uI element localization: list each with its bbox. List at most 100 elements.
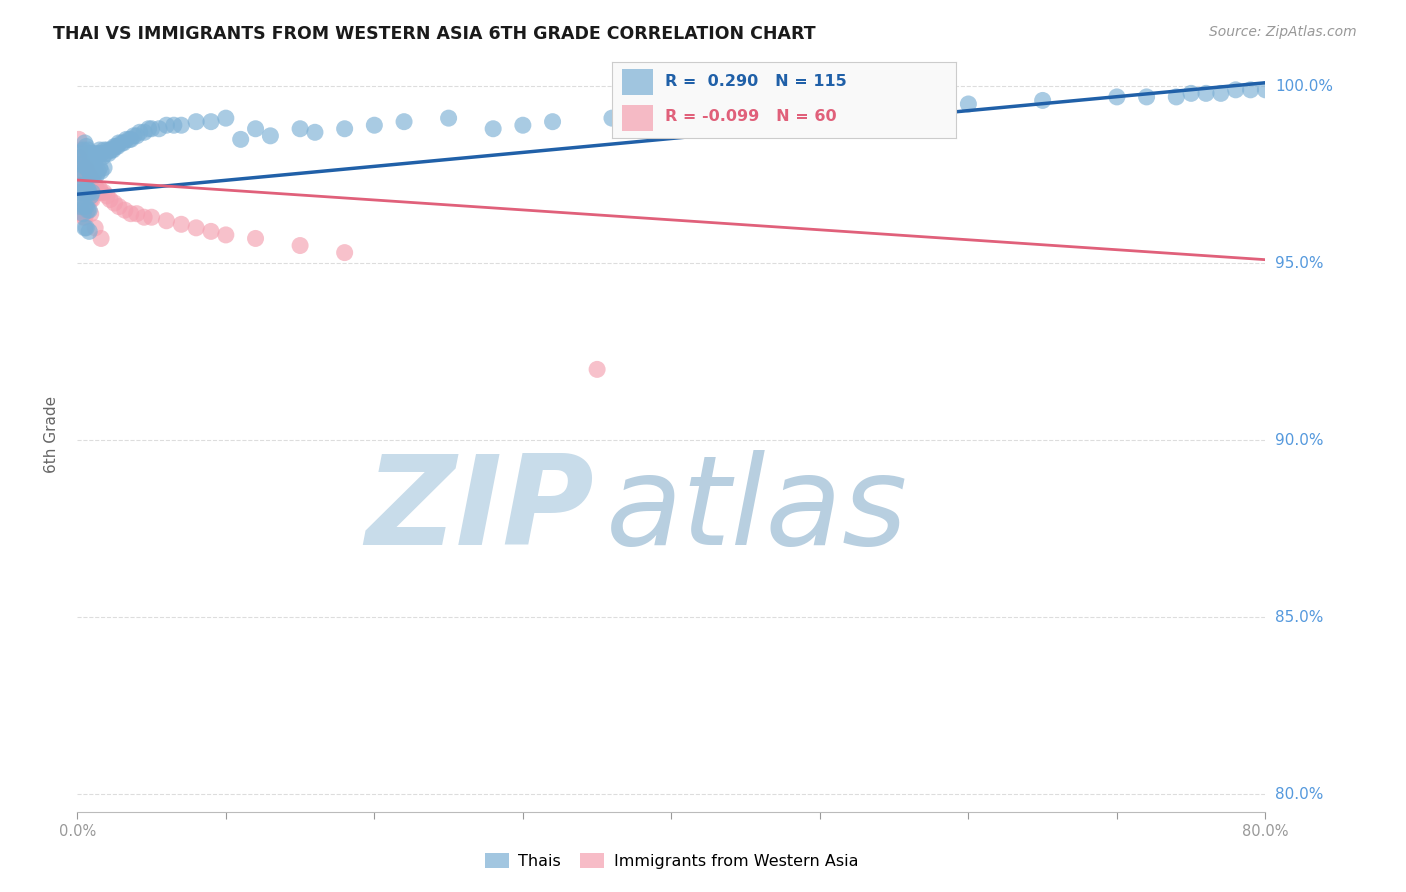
Point <box>170 217 193 231</box>
Point <box>115 132 138 146</box>
Point <box>93 186 115 200</box>
Point <box>86 150 108 164</box>
Point <box>482 121 505 136</box>
Point <box>73 157 96 171</box>
Point <box>84 220 107 235</box>
Point <box>114 203 136 218</box>
Point <box>170 118 193 132</box>
Point <box>73 178 96 193</box>
Point <box>103 139 125 153</box>
Point <box>73 200 96 214</box>
Point <box>186 220 208 235</box>
Point <box>69 143 91 157</box>
Point <box>87 164 110 178</box>
Point <box>134 211 156 225</box>
Point <box>600 111 623 125</box>
Point <box>69 178 91 193</box>
Point <box>75 182 97 196</box>
Point <box>67 132 90 146</box>
Point <box>112 136 135 150</box>
Point <box>70 150 93 164</box>
Point <box>82 193 104 207</box>
Point <box>73 220 96 235</box>
Point <box>69 178 91 193</box>
Point <box>1358 79 1381 94</box>
Point <box>76 203 98 218</box>
Point <box>73 178 96 193</box>
Point <box>122 128 145 143</box>
Point <box>100 143 122 157</box>
Point <box>1032 94 1054 108</box>
Point <box>70 193 93 207</box>
Text: 100.0%: 100.0% <box>1275 78 1333 94</box>
Point <box>1135 90 1157 104</box>
Point <box>304 125 326 139</box>
Text: R =  0.290   N = 115: R = 0.290 N = 115 <box>665 74 846 89</box>
Point <box>77 224 100 238</box>
Point <box>155 118 177 132</box>
Point <box>89 182 111 196</box>
Point <box>69 200 91 214</box>
Point <box>94 146 117 161</box>
Point <box>80 207 103 221</box>
Point <box>97 146 120 161</box>
Point <box>77 146 100 161</box>
Point <box>259 128 281 143</box>
Point <box>186 114 208 128</box>
Point <box>1195 87 1218 101</box>
Point <box>83 150 105 164</box>
Point <box>80 168 103 182</box>
Point <box>67 171 90 186</box>
Point <box>75 207 97 221</box>
Point <box>93 143 115 157</box>
Point <box>73 136 96 150</box>
Point <box>80 150 103 164</box>
Point <box>138 121 160 136</box>
Text: THAI VS IMMIGRANTS FROM WESTERN ASIA 6TH GRADE CORRELATION CHART: THAI VS IMMIGRANTS FROM WESTERN ASIA 6TH… <box>53 25 815 43</box>
Point <box>98 193 121 207</box>
Point <box>90 231 112 245</box>
Legend: Thais, Immigrants from Western Asia: Thais, Immigrants from Western Asia <box>478 847 865 875</box>
Point <box>1329 79 1351 94</box>
Point <box>70 161 93 175</box>
Point <box>75 161 97 175</box>
Point <box>512 118 534 132</box>
Point <box>72 207 94 221</box>
Point <box>134 125 156 139</box>
Point <box>104 139 127 153</box>
Point <box>200 224 222 238</box>
Point <box>76 143 98 157</box>
Point <box>141 121 163 136</box>
Point <box>77 203 100 218</box>
Point <box>148 121 170 136</box>
Point <box>75 220 97 235</box>
Text: R = -0.099   N = 60: R = -0.099 N = 60 <box>665 109 837 124</box>
Point <box>155 213 177 227</box>
Point <box>76 161 98 175</box>
Point <box>72 211 94 225</box>
Point <box>1270 83 1292 97</box>
Point <box>82 168 104 182</box>
Point <box>82 171 104 186</box>
Point <box>103 196 125 211</box>
Text: atlas: atlas <box>606 450 908 571</box>
Point <box>84 146 107 161</box>
Point <box>76 182 98 196</box>
Point <box>91 150 114 164</box>
Point <box>70 168 93 182</box>
Point <box>288 238 311 252</box>
Text: 80.0%: 80.0% <box>1275 787 1323 802</box>
Point <box>69 203 91 218</box>
Point <box>125 128 148 143</box>
Point <box>70 153 93 168</box>
Point <box>215 111 238 125</box>
Point <box>80 193 103 207</box>
Point <box>437 111 460 125</box>
Point <box>80 171 103 186</box>
Point <box>73 161 96 175</box>
Point <box>86 182 108 196</box>
Point <box>82 186 104 200</box>
Point <box>245 231 267 245</box>
Point <box>67 150 90 164</box>
Point <box>87 146 110 161</box>
